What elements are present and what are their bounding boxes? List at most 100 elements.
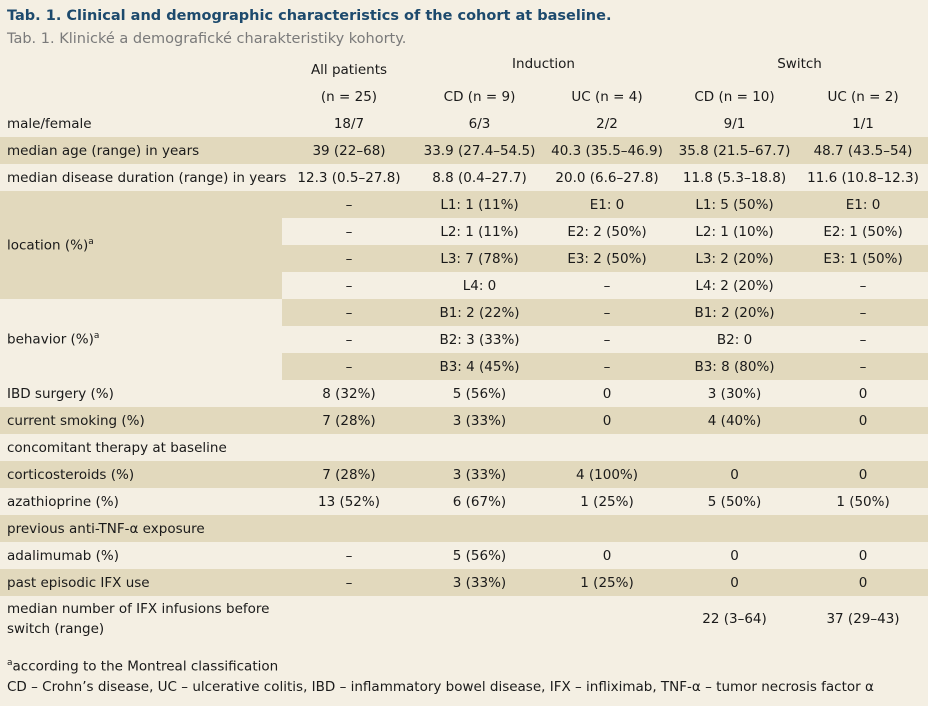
cell: B1: 2 (20%) xyxy=(671,299,799,326)
header-sw-uc: UC (n = 2) xyxy=(827,88,899,105)
cell: 0 xyxy=(602,547,612,564)
row-label: median age (range) in years xyxy=(0,137,282,164)
table-row: median disease duration (range) in years… xyxy=(0,164,928,191)
cell: 6/3 xyxy=(468,115,491,132)
cell: B2: 0 xyxy=(716,331,753,348)
cell: – xyxy=(345,223,353,240)
row-label: IBD surgery (%) xyxy=(7,385,114,402)
footnote-montreal: aaccording to the Montreal classificatio… xyxy=(7,658,279,675)
cell: – xyxy=(859,331,867,348)
table-row: median number of IFX infusions before sw… xyxy=(0,596,928,642)
cell: 5 (56%) xyxy=(452,385,507,402)
cell: 40.3 (35.5–46.9) xyxy=(543,137,672,164)
cell: – xyxy=(282,353,416,380)
cell: 33.9 (27.4–54.5) xyxy=(416,137,543,164)
table-row: behavior (%)a – B1: 2 (22%) – B1: 2 (20%… xyxy=(0,299,928,348)
cell: L1: 1 (11%) xyxy=(416,191,543,218)
cell: B3: 8 (80%) xyxy=(671,353,799,380)
table-row: previous anti-TNF-α exposure xyxy=(0,515,928,542)
cell: 3 (33%) xyxy=(416,407,543,434)
cell: 0 xyxy=(858,385,868,402)
row-label: current smoking (%) xyxy=(0,407,282,434)
cell: – xyxy=(345,277,353,294)
footnote-abbreviations: CD – Crohn’s disease, UC – ulcerative co… xyxy=(7,678,874,695)
row-label: corticosteroids (%) xyxy=(0,461,282,488)
cell: E3: 2 (50%) xyxy=(543,245,672,272)
cell: 39 (22–68) xyxy=(282,137,416,164)
section-label-prev-tnf: previous anti-TNF-α exposure xyxy=(0,515,928,542)
cell: – xyxy=(798,353,928,380)
cell xyxy=(282,596,416,642)
header-all-n: (n = 25) xyxy=(320,88,378,105)
table-row: – L3: 7 (78%) E3: 2 (50%) L3: 2 (20%) E3… xyxy=(0,245,928,272)
cell: 0 xyxy=(671,569,799,596)
header-switch: Switch xyxy=(777,56,822,72)
cell: 0 xyxy=(858,547,868,564)
cell: – xyxy=(543,353,672,380)
cell: 5 (50%) xyxy=(707,493,762,510)
cell: 13 (52%) xyxy=(317,493,380,510)
row-label: adalimumab (%) xyxy=(7,547,119,564)
cell: L1: 5 (50%) xyxy=(671,191,799,218)
cell: – xyxy=(282,245,416,272)
cell: B2: 3 (33%) xyxy=(439,331,520,348)
cell xyxy=(543,596,671,642)
cell: – xyxy=(543,299,672,326)
cell: 0 xyxy=(543,407,672,434)
cell: E3: 1 (50%) xyxy=(798,245,928,272)
cell: 2/2 xyxy=(596,115,618,132)
cell: 7 (28%) xyxy=(282,407,416,434)
row-label: male/female xyxy=(7,115,92,132)
cell: – xyxy=(603,277,611,294)
section-label-concomitant: concomitant therapy at baseline xyxy=(7,439,227,456)
cell: 20.0 (6.6–27.8) xyxy=(555,169,659,186)
cell: 18/7 xyxy=(333,115,365,132)
header-induction: Induction xyxy=(512,56,575,72)
cell: – xyxy=(603,331,611,348)
cell: 5 (56%) xyxy=(452,547,507,564)
table-footnotes: aaccording to the Montreal classificatio… xyxy=(7,653,874,697)
header-blank xyxy=(0,56,282,83)
cell: 7 (28%) xyxy=(282,461,416,488)
table-row: median age (range) in years 39 (22–68) 3… xyxy=(0,137,928,164)
cell: – xyxy=(345,331,353,348)
cell: 3 (30%) xyxy=(707,385,762,402)
cell: 6 (67%) xyxy=(452,493,507,510)
row-label: median number of IFX infusions before sw… xyxy=(7,601,270,637)
cell: 37 (29–43) xyxy=(826,611,900,627)
cell: 1 (25%) xyxy=(543,569,672,596)
table-row: azathioprine (%) 13 (52%) 6 (67%) 1 (25%… xyxy=(0,488,928,515)
cell: E1: 0 xyxy=(798,191,928,218)
cell: – xyxy=(282,569,416,596)
cell: 22 (3–64) xyxy=(702,611,767,627)
cell: 1 (50%) xyxy=(836,493,890,510)
cell: – xyxy=(282,191,416,218)
cell: E2: 2 (50%) xyxy=(567,223,647,240)
table-row: concomitant therapy at baseline xyxy=(0,434,928,461)
cell: 4 (100%) xyxy=(543,461,672,488)
table-row: – L2: 1 (11%) E2: 2 (50%) L2: 1 (10%) E2… xyxy=(0,218,928,245)
cell: 12.3 (0.5–27.8) xyxy=(297,169,401,186)
table-subtitle: Tab. 1. Klinické a demografické charakte… xyxy=(7,31,407,47)
cell: L2: 1 (11%) xyxy=(440,223,519,240)
cell: 11.6 (10.8–12.3) xyxy=(807,169,919,186)
cell: 35.8 (21.5–67.7) xyxy=(671,137,799,164)
table-title: Tab. 1. Clinical and demographic charact… xyxy=(7,8,612,24)
cell: 0 xyxy=(730,547,739,564)
header-ind-uc: UC (n = 4) xyxy=(571,88,643,105)
cell: L3: 7 (78%) xyxy=(416,245,543,272)
row-label-behavior: behavior (%)a xyxy=(7,331,100,348)
cell: 48.7 (43.5–54) xyxy=(798,137,928,164)
header-all-patients: All patients xyxy=(310,61,388,78)
cell: 0 xyxy=(602,385,612,402)
header-sw-cd: CD (n = 10) xyxy=(694,88,775,105)
table-row: past episodic IFX use – 3 (33%) 1 (25%) … xyxy=(0,569,928,596)
cell: 1 (25%) xyxy=(580,493,634,510)
cell: – xyxy=(345,547,353,564)
row-label-location: location (%)a xyxy=(0,191,282,299)
cell: L2: 1 (10%) xyxy=(695,223,774,240)
cell: 1/1 xyxy=(852,115,874,132)
table-row: corticosteroids (%) 7 (28%) 3 (33%) 4 (1… xyxy=(0,461,928,488)
cell: – xyxy=(282,299,416,326)
table-row: location (%)a – L1: 1 (11%) E1: 0 L1: 5 … xyxy=(0,191,928,299)
